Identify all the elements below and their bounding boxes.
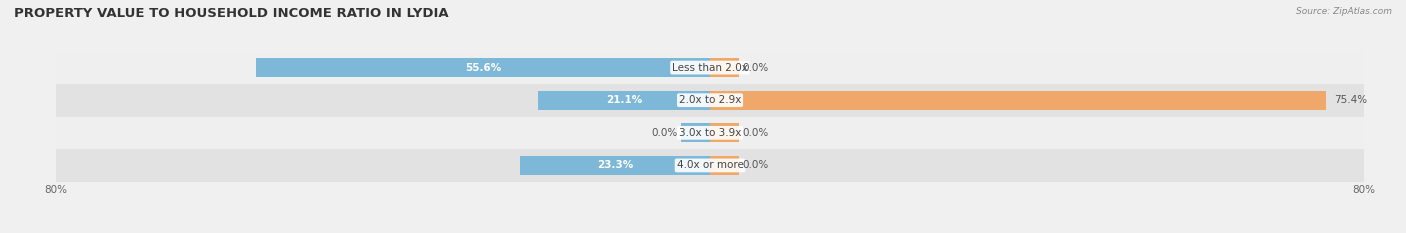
Text: 0.0%: 0.0%	[651, 128, 678, 138]
Bar	[682, 123, 710, 142]
Text: 0.0%: 0.0%	[742, 128, 769, 138]
Text: 2.0x to 2.9x: 2.0x to 2.9x	[679, 95, 741, 105]
Text: 3.0x to 3.9x: 3.0x to 3.9x	[679, 128, 741, 138]
Bar	[537, 91, 710, 110]
Bar	[56, 149, 1364, 182]
Text: 75.4%: 75.4%	[1334, 95, 1368, 105]
Text: Source: ZipAtlas.com: Source: ZipAtlas.com	[1296, 7, 1392, 16]
Bar	[56, 116, 1364, 149]
Text: 0.0%: 0.0%	[742, 161, 769, 170]
Text: 21.1%: 21.1%	[606, 95, 643, 105]
Text: PROPERTY VALUE TO HOUSEHOLD INCOME RATIO IN LYDIA: PROPERTY VALUE TO HOUSEHOLD INCOME RATIO…	[14, 7, 449, 20]
Bar	[710, 123, 738, 142]
Bar	[256, 58, 710, 77]
Text: 55.6%: 55.6%	[465, 63, 501, 72]
Bar	[710, 58, 738, 77]
Bar	[520, 156, 710, 175]
Text: Less than 2.0x: Less than 2.0x	[672, 63, 748, 72]
Text: 0.0%: 0.0%	[742, 63, 769, 72]
Text: 4.0x or more: 4.0x or more	[676, 161, 744, 170]
Bar	[710, 156, 738, 175]
Legend: Without Mortgage, With Mortgage: Without Mortgage, With Mortgage	[596, 230, 824, 233]
Text: 23.3%: 23.3%	[596, 161, 633, 170]
Bar	[56, 51, 1364, 84]
Bar	[710, 91, 1326, 110]
Bar	[56, 84, 1364, 116]
